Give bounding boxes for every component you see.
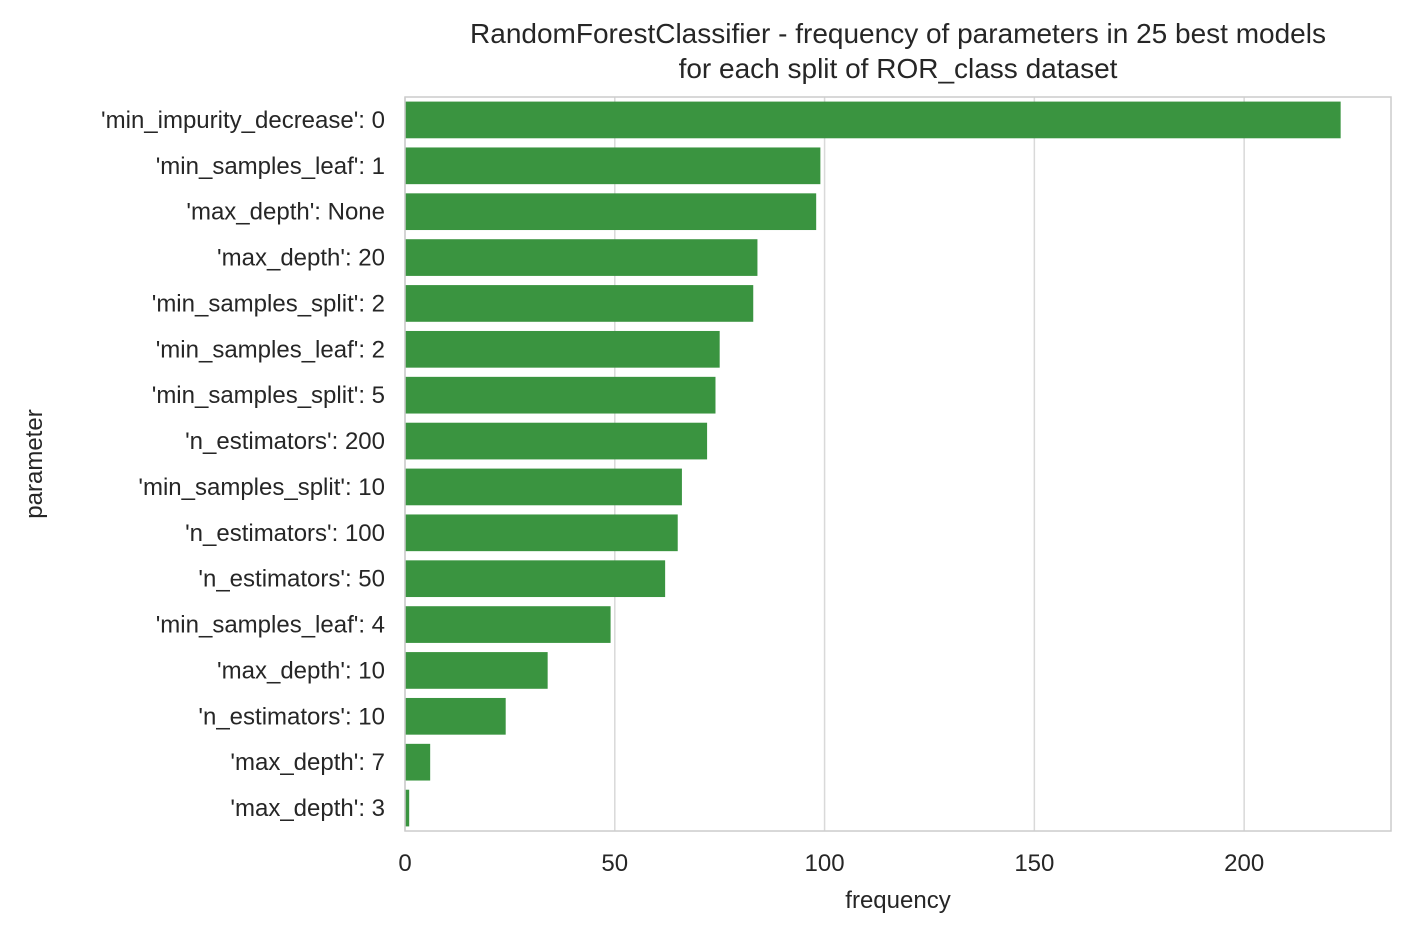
bar: [405, 101, 1341, 139]
bar: [405, 560, 666, 598]
bar: [405, 330, 720, 368]
bar: [405, 743, 431, 781]
y-axis-label: parameter: [21, 409, 48, 518]
y-tick-label: 'min_samples_leaf': 1: [156, 153, 385, 180]
bar: [405, 514, 678, 552]
x-tick-label: 0: [398, 850, 411, 877]
y-tick-label: 'min_samples_split': 5: [152, 382, 385, 409]
bar: [405, 285, 754, 322]
y-tick-label: 'max_depth': 3: [230, 795, 385, 822]
chart-title-line-1: RandomForestClassifier - frequency of pa…: [470, 18, 1326, 49]
bar: [405, 376, 716, 414]
bar: [405, 789, 410, 827]
y-tick-label: 'max_depth': 7: [230, 749, 385, 776]
bar: [405, 652, 548, 689]
bar: [405, 697, 506, 735]
bar: [405, 606, 611, 643]
x-tick-label: 100: [805, 850, 845, 877]
y-tick-labels: 'min_impurity_decrease': 0 'min_samples_l…: [101, 107, 385, 822]
y-tick-label: 'max_depth': 20: [217, 245, 385, 272]
y-tick-label: 'max_depth': None: [186, 199, 385, 226]
bar: [405, 193, 817, 231]
y-tick-label: 'min_samples_leaf': 4: [156, 612, 385, 639]
bars: [405, 101, 1341, 827]
y-tick-label: 'max_depth': 10: [217, 657, 385, 684]
x-axis-label: frequency: [845, 887, 950, 914]
chart-title-line-2: for each split of ROR_class dataset: [679, 53, 1118, 84]
y-tick-label: 'min_samples_leaf': 2: [156, 336, 385, 363]
y-tick-label: 'n_estimators': 10: [198, 703, 385, 730]
bar: [405, 468, 682, 506]
y-tick-label: 'n_estimators': 200: [185, 428, 385, 455]
y-tick-label: 'n_estimators': 50: [198, 566, 385, 593]
y-tick-label: 'n_estimators': 100: [185, 520, 385, 547]
bar: [405, 239, 758, 276]
x-tick-labels: 0 50 100 150 200: [398, 850, 1264, 877]
bar: [405, 422, 708, 460]
x-tick-label: 200: [1224, 850, 1264, 877]
x-tick-label: 50: [601, 850, 628, 877]
y-tick-label: 'min_impurity_decrease': 0: [101, 107, 385, 134]
bar: [405, 147, 821, 185]
x-tick-label: 150: [1014, 850, 1054, 877]
y-tick-label: 'min_samples_split': 10: [138, 474, 385, 501]
y-tick-label: 'min_samples_split': 2: [152, 290, 385, 317]
plot-frame: [404, 96, 1392, 832]
